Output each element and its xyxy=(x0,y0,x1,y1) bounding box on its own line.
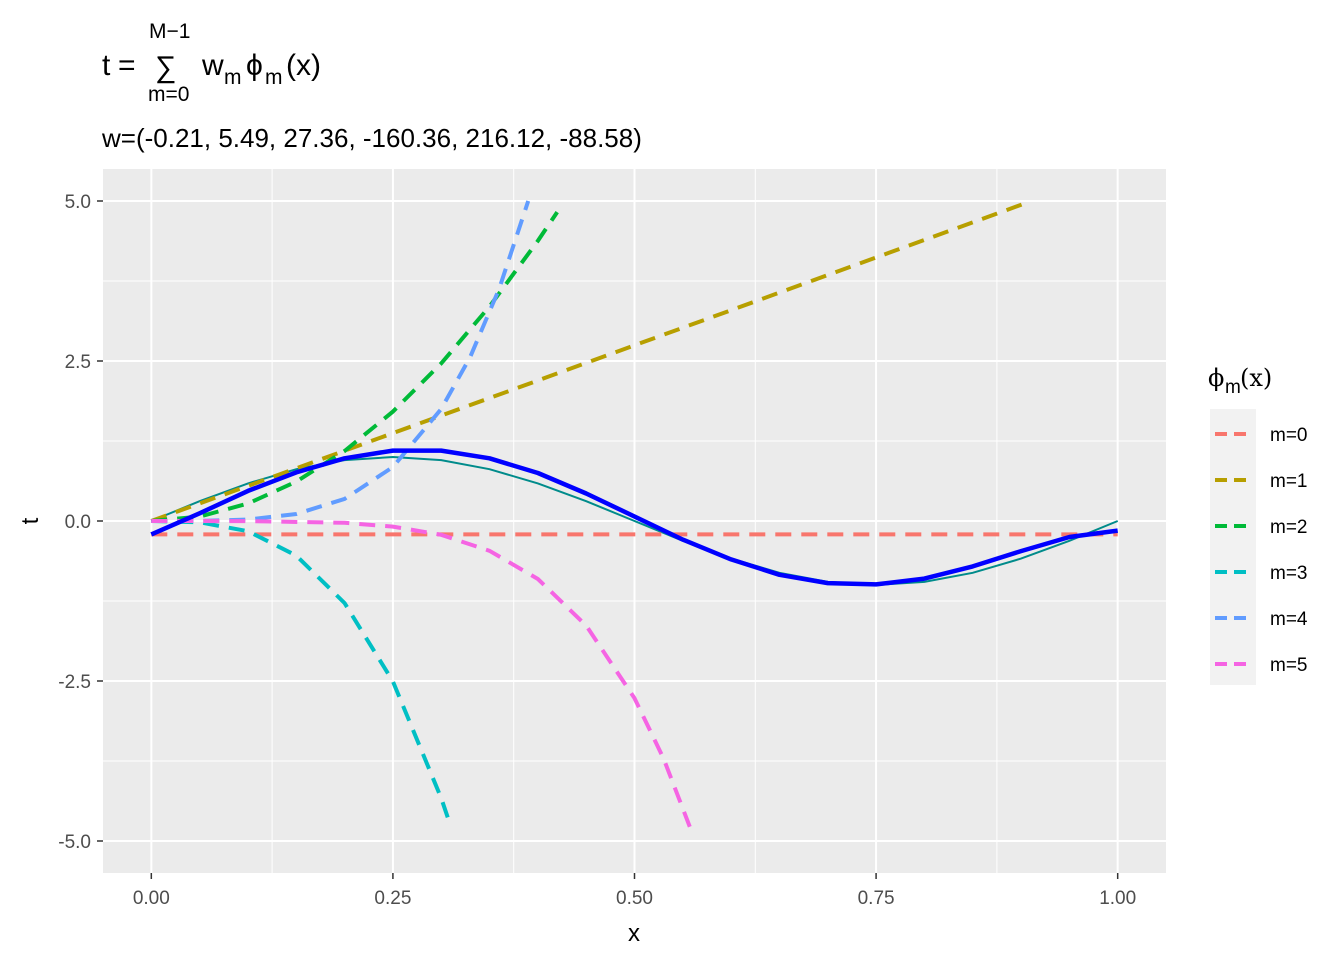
y-tick-label: 0.0 xyxy=(65,512,91,533)
chart-title: t = ∑ M−1 m=0 w m ϕ m (x) xyxy=(102,20,321,106)
title-sum-symbol: ∑ xyxy=(155,51,176,84)
title-term-phi-sub: m xyxy=(265,66,283,89)
legend-label-m=0: m=0 xyxy=(1270,425,1308,446)
legend-key-background xyxy=(1210,409,1256,685)
x-tick-label: 0.50 xyxy=(616,888,653,909)
series-line-m=2 xyxy=(151,210,559,523)
legend-title-arg: (x) xyxy=(1240,364,1272,392)
series-line-m=4 xyxy=(151,200,531,523)
title-sum-lower: m=0 xyxy=(148,83,189,106)
x-tick-label: 1.00 xyxy=(1099,888,1136,909)
x-tick-label: 0.75 xyxy=(858,888,895,909)
y-tick-label: 5.0 xyxy=(65,192,91,213)
legend-title: ϕ m (x) xyxy=(1208,364,1272,398)
legend-label-m=5: m=5 xyxy=(1270,655,1308,676)
x-axis-title: x xyxy=(628,920,640,947)
legend-items: m=0 m=1 m=2 m=3 m=4 m=5 xyxy=(1210,409,1308,685)
x-tick-label: 0.00 xyxy=(133,888,170,909)
y-axis-ticks: -5.0 -2.5 0.0 2.5 5.0 xyxy=(58,192,103,853)
legend-title-sub: m xyxy=(1225,377,1241,398)
series-layer xyxy=(150,199,1119,835)
title-sum-upper: M−1 xyxy=(149,20,190,43)
fit-curve-line xyxy=(150,448,1118,587)
x-axis-ticks: 0.00 0.25 0.50 0.75 1.00 xyxy=(133,873,1136,909)
legend-label-m=4: m=4 xyxy=(1270,609,1308,630)
legend: ϕ m (x) m=0 m=1 m=2 m=3 m=4 m=5 xyxy=(1208,364,1308,685)
series-line-m=5 xyxy=(151,519,695,835)
legend-title-phi: ϕ xyxy=(1208,364,1224,392)
legend-label-m=3: m=3 xyxy=(1270,563,1308,584)
y-axis-title: t xyxy=(17,517,44,524)
y-tick-label: -2.5 xyxy=(58,672,91,693)
chart-subtitle: w=(-0.21, 5.49, 27.36, -160.36, 216.12, … xyxy=(101,123,642,153)
legend-label-m=2: m=2 xyxy=(1270,517,1308,538)
x-tick-label: 0.25 xyxy=(374,888,411,909)
series-line-m=3 xyxy=(151,519,453,828)
title-term-arg: (x) xyxy=(286,49,321,82)
title-term-w: w xyxy=(201,49,224,82)
y-tick-label: -5.0 xyxy=(58,832,91,853)
title-lhs: t xyxy=(102,49,111,82)
title-term-phi: ϕ xyxy=(246,49,263,82)
title-term-w-sub: m xyxy=(224,66,242,89)
title-equals: = xyxy=(118,49,136,82)
y-tick-label: 2.5 xyxy=(65,352,91,373)
legend-label-m=1: m=1 xyxy=(1270,471,1308,492)
